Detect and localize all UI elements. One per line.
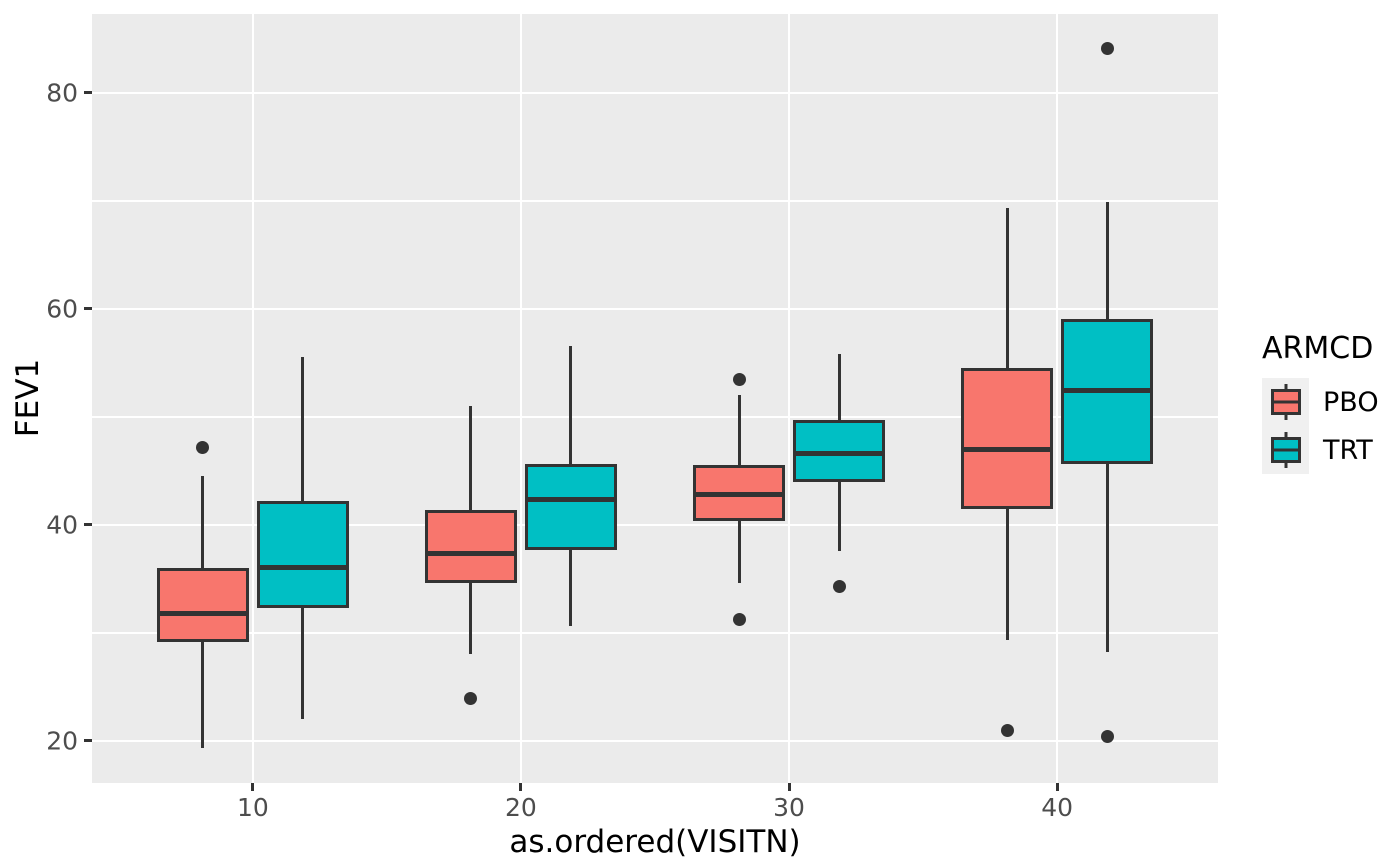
box-PBO-40 [961, 368, 1054, 509]
median-PBO-30 [696, 491, 783, 497]
legend-label-trt: TRT [1323, 434, 1373, 466]
x-tick-label-10: 10 [236, 793, 269, 822]
major-gridline-x-40 [1055, 14, 1059, 783]
outlier-TRT-40-1 [1100, 730, 1114, 744]
whisker-upper-TRT-40 [1105, 201, 1109, 319]
outlier-PBO-40-0 [1000, 723, 1014, 737]
legend-entries: PBO TRT [1262, 378, 1379, 474]
whisker-upper-TRT-30 [837, 354, 841, 421]
y-tick-label-20: 20 [46, 726, 78, 756]
box-TRT-40 [1061, 318, 1154, 465]
box-TRT-20 [524, 464, 617, 550]
minor-gridline-y-30 [92, 632, 1218, 634]
major-gridline-x-20 [519, 14, 523, 783]
major-gridline-y-80 [92, 91, 1218, 95]
major-gridline-y-20 [92, 739, 1218, 743]
whisker-lower-TRT-40 [1105, 464, 1109, 653]
legend-entry-trt: TRT [1262, 426, 1379, 474]
legend-key-box-trt [1270, 437, 1301, 463]
whisker-upper-TRT-10 [301, 357, 305, 502]
major-gridline-x-30 [787, 14, 791, 783]
whisker-upper-PBO-40 [1005, 208, 1009, 369]
whisker-lower-PBO-10 [201, 641, 205, 749]
box-PBO-20 [424, 509, 517, 584]
whisker-lower-PBO-40 [1005, 508, 1009, 641]
y-tick-mark-40 [84, 523, 92, 527]
outlier-PBO-30-1 [732, 613, 746, 627]
median-TRT-30 [796, 450, 883, 456]
median-TRT-20 [527, 497, 614, 503]
x-tick-mark-30 [787, 783, 791, 791]
median-PBO-10 [159, 610, 246, 616]
minor-gridline-y-70 [92, 200, 1218, 202]
y-tick-mark-20 [84, 739, 92, 743]
y-tick-label-80: 80 [46, 78, 78, 108]
legend-key-trt [1262, 426, 1309, 474]
whisker-upper-PBO-30 [737, 395, 741, 466]
outlier-TRT-40-0 [1100, 42, 1114, 56]
whisker-lower-TRT-20 [569, 549, 573, 627]
x-tick-label-40: 40 [1041, 793, 1074, 822]
outlier-PBO-20-0 [464, 692, 478, 706]
minor-gridline-y-50 [92, 416, 1218, 418]
whisker-lower-TRT-30 [837, 481, 841, 551]
x-axis-title: as.ordered(VISITN) [509, 824, 801, 860]
y-tick-label-60: 60 [46, 294, 78, 324]
outlier-TRT-30-0 [832, 579, 846, 593]
median-TRT-10 [259, 565, 346, 571]
box-TRT-10 [256, 501, 349, 609]
x-tick-mark-20 [519, 783, 523, 791]
legend-key-pbo [1262, 378, 1309, 426]
median-TRT-40 [1064, 388, 1151, 394]
y-tick-label-40: 40 [46, 510, 78, 540]
major-gridline-y-60 [92, 307, 1218, 311]
whisker-upper-PBO-10 [201, 476, 205, 569]
legend-label-pbo: PBO [1323, 386, 1379, 418]
y-tick-mark-80 [84, 91, 92, 95]
x-tick-label-30: 30 [773, 793, 805, 822]
armcd-legend: ARMCD PBO TRT [1262, 331, 1379, 474]
median-PBO-20 [427, 551, 514, 557]
major-gridline-y-40 [92, 523, 1218, 527]
major-gridline-x-10 [251, 14, 255, 783]
box-PBO-10 [156, 568, 249, 642]
whisker-lower-PBO-30 [737, 520, 741, 584]
legend-title: ARMCD [1262, 331, 1374, 366]
box-PBO-30 [693, 465, 786, 521]
outlier-PBO-30-0 [732, 372, 746, 386]
box-TRT-30 [793, 420, 886, 482]
y-tick-mark-60 [84, 307, 92, 311]
whisker-lower-TRT-10 [301, 608, 305, 720]
outlier-PBO-10-0 [196, 440, 210, 454]
x-tick-mark-40 [1055, 783, 1059, 791]
whisker-upper-PBO-20 [469, 406, 473, 510]
legend-entry-pbo: PBO [1262, 378, 1379, 426]
x-tick-mark-10 [251, 783, 255, 791]
y-axis-title: FEV1 [10, 358, 46, 438]
median-PBO-40 [964, 446, 1051, 452]
whisker-upper-TRT-20 [569, 345, 573, 465]
whisker-lower-PBO-20 [469, 583, 473, 655]
legend-key-median-pbo [1273, 400, 1298, 404]
legend-key-box-pbo [1270, 389, 1301, 415]
x-tick-label-20: 20 [505, 793, 537, 822]
legend-key-median-trt [1273, 448, 1298, 452]
